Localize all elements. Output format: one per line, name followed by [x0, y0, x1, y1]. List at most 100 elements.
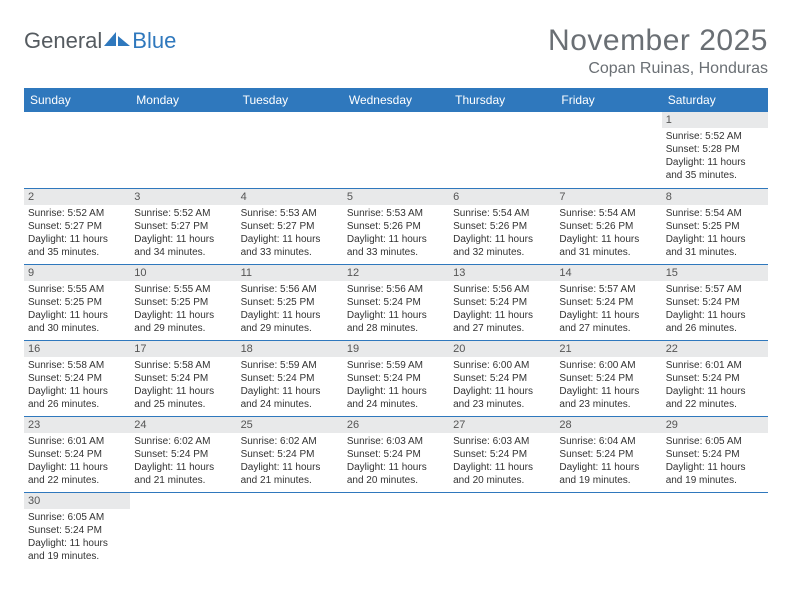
- day-header: Sunday: [24, 88, 130, 112]
- cell-body: Sunrise: 5:56 AMSunset: 5:25 PMDaylight:…: [237, 281, 343, 339]
- calendar-cell: 4Sunrise: 5:53 AMSunset: 5:27 PMDaylight…: [237, 188, 343, 264]
- header: General Blue November 2025 Copan Ruinas,…: [24, 24, 768, 78]
- calendar-cell: [662, 492, 768, 568]
- day-number: 13: [449, 265, 555, 281]
- calendar-cell: 22Sunrise: 6:01 AMSunset: 5:24 PMDayligh…: [662, 340, 768, 416]
- logo-word2: Blue: [132, 28, 176, 54]
- day-number: 8: [662, 189, 768, 205]
- logo: General Blue: [24, 28, 176, 54]
- calendar-cell: [555, 112, 661, 188]
- day-number: 14: [555, 265, 661, 281]
- cell-body: Sunrise: 5:53 AMSunset: 5:26 PMDaylight:…: [343, 205, 449, 263]
- day-number: 15: [662, 265, 768, 281]
- cell-body: Sunrise: 5:55 AMSunset: 5:25 PMDaylight:…: [24, 281, 130, 339]
- calendar-cell: 28Sunrise: 6:04 AMSunset: 5:24 PMDayligh…: [555, 416, 661, 492]
- day-number: 3: [130, 189, 236, 205]
- calendar-cell: 10Sunrise: 5:55 AMSunset: 5:25 PMDayligh…: [130, 264, 236, 340]
- day-number: 11: [237, 265, 343, 281]
- day-number: 25: [237, 417, 343, 433]
- day-number: 27: [449, 417, 555, 433]
- day-number: 1: [662, 112, 768, 128]
- cell-body: Sunrise: 5:55 AMSunset: 5:25 PMDaylight:…: [130, 281, 236, 339]
- calendar-cell: 26Sunrise: 6:03 AMSunset: 5:24 PMDayligh…: [343, 416, 449, 492]
- cell-body: Sunrise: 5:57 AMSunset: 5:24 PMDaylight:…: [555, 281, 661, 339]
- calendar-cell: 8Sunrise: 5:54 AMSunset: 5:25 PMDaylight…: [662, 188, 768, 264]
- cell-body: Sunrise: 5:56 AMSunset: 5:24 PMDaylight:…: [343, 281, 449, 339]
- calendar-cell: [237, 112, 343, 188]
- page-title: November 2025: [548, 24, 768, 58]
- title-block: November 2025 Copan Ruinas, Honduras: [548, 24, 768, 78]
- calendar-cell: 19Sunrise: 5:59 AMSunset: 5:24 PMDayligh…: [343, 340, 449, 416]
- day-number: 18: [237, 341, 343, 357]
- cell-body: Sunrise: 6:05 AMSunset: 5:24 PMDaylight:…: [24, 509, 130, 567]
- calendar-cell: 6Sunrise: 5:54 AMSunset: 5:26 PMDaylight…: [449, 188, 555, 264]
- calendar-header-row: SundayMondayTuesdayWednesdayThursdayFrid…: [24, 88, 768, 112]
- calendar-cell: 5Sunrise: 5:53 AMSunset: 5:26 PMDaylight…: [343, 188, 449, 264]
- day-number: 9: [24, 265, 130, 281]
- cell-body: Sunrise: 5:59 AMSunset: 5:24 PMDaylight:…: [237, 357, 343, 415]
- cell-body: Sunrise: 6:00 AMSunset: 5:24 PMDaylight:…: [555, 357, 661, 415]
- calendar-cell: [24, 112, 130, 188]
- cell-body: Sunrise: 6:02 AMSunset: 5:24 PMDaylight:…: [130, 433, 236, 491]
- day-number: 26: [343, 417, 449, 433]
- day-number: 29: [662, 417, 768, 433]
- calendar-cell: 14Sunrise: 5:57 AMSunset: 5:24 PMDayligh…: [555, 264, 661, 340]
- calendar-cell: 27Sunrise: 6:03 AMSunset: 5:24 PMDayligh…: [449, 416, 555, 492]
- cell-body: Sunrise: 6:03 AMSunset: 5:24 PMDaylight:…: [343, 433, 449, 491]
- calendar-cell: 16Sunrise: 5:58 AMSunset: 5:24 PMDayligh…: [24, 340, 130, 416]
- day-header: Tuesday: [237, 88, 343, 112]
- logo-word1: General: [24, 28, 102, 54]
- calendar-body: 1Sunrise: 5:52 AMSunset: 5:28 PMDaylight…: [24, 112, 768, 568]
- cell-body: Sunrise: 5:53 AMSunset: 5:27 PMDaylight:…: [237, 205, 343, 263]
- cell-body: Sunrise: 5:52 AMSunset: 5:28 PMDaylight:…: [662, 128, 768, 186]
- calendar-cell: 20Sunrise: 6:00 AMSunset: 5:24 PMDayligh…: [449, 340, 555, 416]
- calendar-cell: 11Sunrise: 5:56 AMSunset: 5:25 PMDayligh…: [237, 264, 343, 340]
- cell-body: Sunrise: 5:58 AMSunset: 5:24 PMDaylight:…: [24, 357, 130, 415]
- day-header: Friday: [555, 88, 661, 112]
- day-number: 10: [130, 265, 236, 281]
- day-number: 4: [237, 189, 343, 205]
- calendar-cell: 12Sunrise: 5:56 AMSunset: 5:24 PMDayligh…: [343, 264, 449, 340]
- calendar-cell: [343, 112, 449, 188]
- day-header: Monday: [130, 88, 236, 112]
- cell-body: Sunrise: 6:04 AMSunset: 5:24 PMDaylight:…: [555, 433, 661, 491]
- day-number: 24: [130, 417, 236, 433]
- day-number: 17: [130, 341, 236, 357]
- day-header: Thursday: [449, 88, 555, 112]
- cell-body: Sunrise: 6:01 AMSunset: 5:24 PMDaylight:…: [662, 357, 768, 415]
- calendar-cell: 29Sunrise: 6:05 AMSunset: 5:24 PMDayligh…: [662, 416, 768, 492]
- calendar-cell: 3Sunrise: 5:52 AMSunset: 5:27 PMDaylight…: [130, 188, 236, 264]
- calendar-cell: 24Sunrise: 6:02 AMSunset: 5:24 PMDayligh…: [130, 416, 236, 492]
- calendar-cell: 13Sunrise: 5:56 AMSunset: 5:24 PMDayligh…: [449, 264, 555, 340]
- day-header: Saturday: [662, 88, 768, 112]
- cell-body: Sunrise: 5:56 AMSunset: 5:24 PMDaylight:…: [449, 281, 555, 339]
- cell-body: Sunrise: 5:52 AMSunset: 5:27 PMDaylight:…: [130, 205, 236, 263]
- day-number: 23: [24, 417, 130, 433]
- day-number: 5: [343, 189, 449, 205]
- cell-body: Sunrise: 5:54 AMSunset: 5:25 PMDaylight:…: [662, 205, 768, 263]
- day-header: Wednesday: [343, 88, 449, 112]
- day-number: 6: [449, 189, 555, 205]
- calendar-cell: 2Sunrise: 5:52 AMSunset: 5:27 PMDaylight…: [24, 188, 130, 264]
- cell-body: Sunrise: 6:05 AMSunset: 5:24 PMDaylight:…: [662, 433, 768, 491]
- day-number: 28: [555, 417, 661, 433]
- sail-icon: [104, 30, 130, 46]
- calendar-cell: 15Sunrise: 5:57 AMSunset: 5:24 PMDayligh…: [662, 264, 768, 340]
- calendar-table: SundayMondayTuesdayWednesdayThursdayFrid…: [24, 88, 768, 568]
- day-number: 30: [24, 493, 130, 509]
- calendar-cell: 23Sunrise: 6:01 AMSunset: 5:24 PMDayligh…: [24, 416, 130, 492]
- cell-body: Sunrise: 5:52 AMSunset: 5:27 PMDaylight:…: [24, 205, 130, 263]
- calendar-cell: [449, 492, 555, 568]
- cell-body: Sunrise: 6:03 AMSunset: 5:24 PMDaylight:…: [449, 433, 555, 491]
- calendar-cell: [130, 492, 236, 568]
- cell-body: Sunrise: 6:02 AMSunset: 5:24 PMDaylight:…: [237, 433, 343, 491]
- calendar-cell: 25Sunrise: 6:02 AMSunset: 5:24 PMDayligh…: [237, 416, 343, 492]
- cell-body: Sunrise: 6:00 AMSunset: 5:24 PMDaylight:…: [449, 357, 555, 415]
- day-number: 22: [662, 341, 768, 357]
- location: Copan Ruinas, Honduras: [548, 60, 768, 78]
- calendar-cell: 17Sunrise: 5:58 AMSunset: 5:24 PMDayligh…: [130, 340, 236, 416]
- calendar-cell: [237, 492, 343, 568]
- calendar-cell: 21Sunrise: 6:00 AMSunset: 5:24 PMDayligh…: [555, 340, 661, 416]
- calendar-cell: 30Sunrise: 6:05 AMSunset: 5:24 PMDayligh…: [24, 492, 130, 568]
- day-number: 20: [449, 341, 555, 357]
